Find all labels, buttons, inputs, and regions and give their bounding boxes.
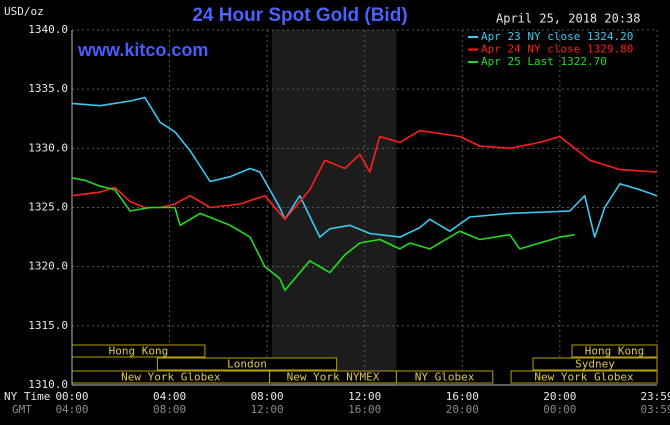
session-label: NY Globex bbox=[415, 371, 475, 384]
session-label: New York Globex bbox=[534, 371, 634, 384]
y-tick-label: 1340.0 bbox=[28, 23, 68, 36]
legend-label: Apr 23 NY close 1324.20 bbox=[481, 30, 633, 43]
session-box bbox=[532, 357, 658, 371]
x-tick-label: 04:00 bbox=[153, 390, 186, 403]
y-axis-label: USD/oz bbox=[4, 5, 44, 18]
x2-tick-label: 12:00 bbox=[251, 403, 284, 416]
session-label: Hong Kong bbox=[109, 345, 169, 358]
x2-tick-label: 20:00 bbox=[446, 403, 479, 416]
y-tick-label: 1315.0 bbox=[28, 319, 68, 332]
x2-tick-label: 16:00 bbox=[348, 403, 381, 416]
session-label: London bbox=[227, 358, 267, 371]
x2-tick-label: 04:00 bbox=[55, 403, 88, 416]
series-line bbox=[71, 177, 575, 292]
session-label: Hong Kong bbox=[585, 345, 645, 358]
session-box bbox=[395, 370, 494, 384]
x2-tick-label: 08:00 bbox=[153, 403, 186, 416]
x-tick-label: 12:00 bbox=[348, 390, 381, 403]
chart-title: 24 Hour Spot Gold (Bid) bbox=[192, 5, 407, 26]
x2-tick-label: 03:59 bbox=[640, 403, 670, 416]
x-tick-label: 20:00 bbox=[543, 390, 576, 403]
session-label: Sydney bbox=[575, 358, 615, 371]
x-tick-label: 23:59 bbox=[640, 390, 670, 403]
y-tick-label: 1325.0 bbox=[28, 201, 68, 214]
session-label: New York NYMEX bbox=[287, 371, 380, 384]
legend-label: Apr 24 NY close 1329.80 bbox=[481, 43, 633, 56]
session-box bbox=[510, 370, 658, 384]
session-box bbox=[571, 344, 658, 358]
x-tick-label: 08:00 bbox=[251, 390, 284, 403]
x-tick-label: 00:00 bbox=[55, 390, 88, 403]
session-label: New York Globex bbox=[121, 371, 221, 384]
x2-tick-label: 00:00 bbox=[543, 403, 576, 416]
legend-label: Apr 25 Last 1322.70 bbox=[481, 55, 607, 68]
series-line bbox=[71, 96, 658, 238]
y-tick-label: 1310.0 bbox=[28, 378, 68, 391]
y-tick-label: 1320.0 bbox=[28, 260, 68, 273]
x2-axis-label: GMT bbox=[12, 403, 32, 416]
timestamp: April 25, 2018 20:38 bbox=[496, 12, 641, 26]
y-tick-label: 1330.0 bbox=[28, 141, 68, 154]
session-box bbox=[156, 357, 338, 371]
y-tick-label: 1335.0 bbox=[28, 82, 68, 95]
x-axis-label: NY Time bbox=[4, 390, 50, 403]
watermark: www.kitco.com bbox=[77, 40, 208, 60]
x-tick-label: 16:00 bbox=[446, 390, 479, 403]
